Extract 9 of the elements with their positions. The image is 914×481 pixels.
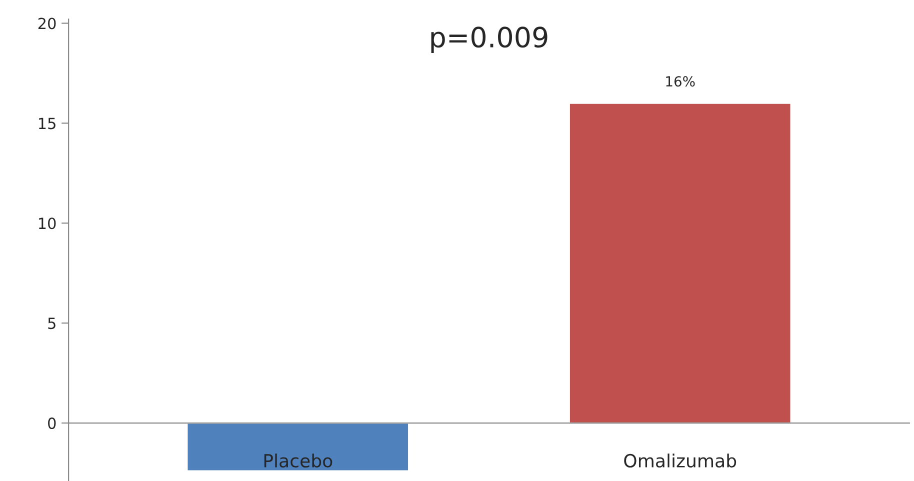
x-tick-label: Omalizumab	[624, 454, 736, 468]
annotation: p=0.009	[431, 26, 548, 54]
y-tick-label: 0	[48, 417, 56, 430]
y-tick-label: 20	[38, 18, 56, 30]
y-tick-label: 10	[38, 218, 56, 230]
y-tick-label: 5	[48, 318, 56, 330]
y-tick-label: 15	[38, 118, 56, 130]
x-tick-label: Placebo	[264, 454, 332, 468]
data-label: 16%	[666, 76, 695, 87]
